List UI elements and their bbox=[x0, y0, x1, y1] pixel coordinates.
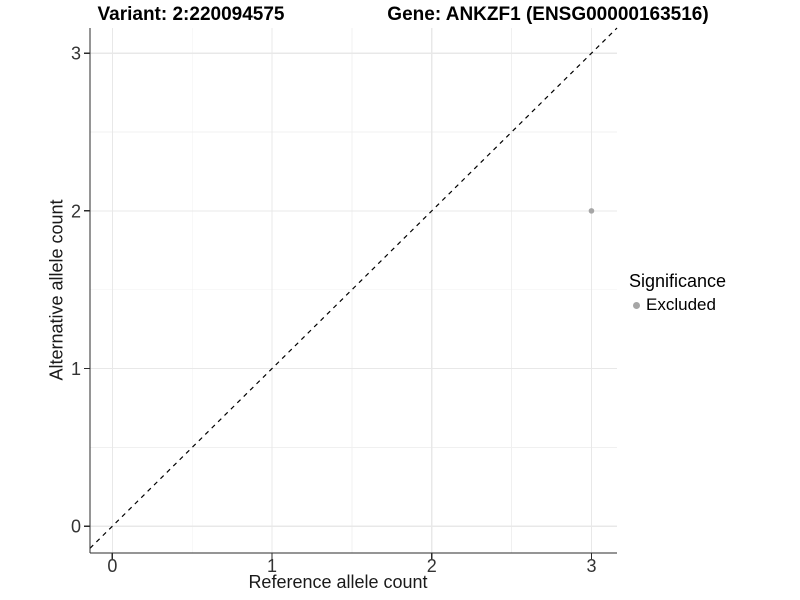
legend-title: Significance bbox=[629, 271, 727, 291]
x-tick-label: 3 bbox=[586, 556, 596, 576]
plot-title-gene: Gene: ANKZF1 (ENSG00000163516) bbox=[387, 4, 709, 25]
y-axis-title: Alternative allele count bbox=[46, 199, 67, 381]
legend-key-dot bbox=[633, 301, 640, 309]
legend-item-label: Excluded bbox=[646, 295, 716, 314]
legend: Significance Excluded bbox=[629, 271, 726, 315]
x-tick-label: 1 bbox=[267, 556, 277, 576]
data-point bbox=[588, 208, 595, 214]
y-tick-label: 1 bbox=[71, 359, 81, 379]
x-tick-label: 0 bbox=[107, 556, 117, 576]
identity-line bbox=[89, 27, 618, 549]
x-axis-title: Reference allele count bbox=[248, 572, 428, 592]
plot-title-variant: Variant: 2:220094575 bbox=[97, 4, 285, 25]
x-tick-label: 2 bbox=[427, 556, 437, 576]
legend-item-excluded: Excluded bbox=[629, 295, 726, 315]
y-tick-label: 0 bbox=[71, 517, 81, 537]
y-tick-label: 3 bbox=[71, 44, 81, 64]
y-tick-label: 2 bbox=[71, 201, 81, 221]
